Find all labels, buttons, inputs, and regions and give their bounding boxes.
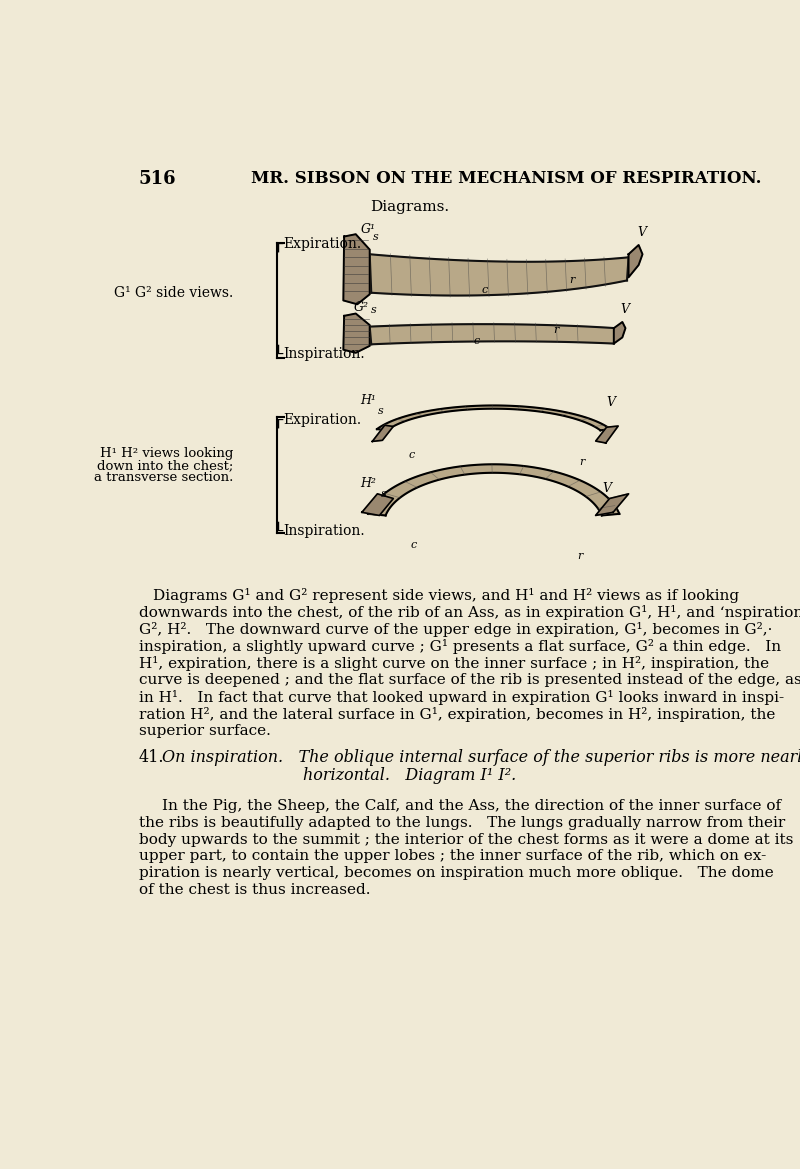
Polygon shape xyxy=(362,493,394,516)
Text: s: s xyxy=(373,233,378,242)
Polygon shape xyxy=(614,321,626,344)
Polygon shape xyxy=(343,234,370,304)
Text: a transverse section.: a transverse section. xyxy=(94,471,234,484)
Text: G¹: G¹ xyxy=(361,223,375,236)
Text: r: r xyxy=(554,325,558,334)
Text: down into the chest;: down into the chest; xyxy=(97,459,234,472)
Text: G², H².   The downward curve of the upper edge in expiration, G¹, becomes in G²,: G², H². The downward curve of the upper … xyxy=(138,622,772,637)
Polygon shape xyxy=(370,254,629,296)
Text: curve is deepened ; and the flat surface of the rib is presented instead of the : curve is deepened ; and the flat surface… xyxy=(138,673,800,687)
Text: Inspiration.: Inspiration. xyxy=(283,347,365,361)
Text: H²: H² xyxy=(361,477,376,490)
Polygon shape xyxy=(596,493,629,516)
Text: Expiration.: Expiration. xyxy=(283,413,361,427)
Text: G²: G² xyxy=(354,302,369,314)
Text: r: r xyxy=(579,457,585,468)
Text: the ribs is beautifully adapted to the lungs.   The lungs gradually narrow from : the ribs is beautifully adapted to the l… xyxy=(138,816,785,830)
Text: V: V xyxy=(638,226,647,238)
Text: MR. SIBSON ON THE MECHANISM OF RESPIRATION.: MR. SIBSON ON THE MECHANISM OF RESPIRATI… xyxy=(251,170,762,187)
Text: Expiration.: Expiration. xyxy=(283,237,361,251)
Polygon shape xyxy=(343,313,370,353)
Text: c: c xyxy=(482,285,487,295)
Text: V: V xyxy=(621,303,630,316)
Text: ration H², and the lateral surface in G¹, expiration, becomes in H², inspiration: ration H², and the lateral surface in G¹… xyxy=(138,707,775,722)
Text: 516: 516 xyxy=(138,170,176,187)
Text: c: c xyxy=(410,540,417,551)
Text: ┌: ┌ xyxy=(274,413,282,428)
Text: r: r xyxy=(577,551,582,561)
Text: c: c xyxy=(408,450,414,461)
Text: s: s xyxy=(381,489,387,499)
Text: of the chest is thus increased.: of the chest is thus increased. xyxy=(138,884,370,898)
Text: downwards into the chest, of the rib of an Ass, as in expiration G¹, H¹, and ʻns: downwards into the chest, of the rib of … xyxy=(138,606,800,621)
Text: horizontal.   Diagram I¹ I².: horizontal. Diagram I¹ I². xyxy=(303,767,517,784)
Text: V: V xyxy=(602,482,611,496)
Text: H¹, expiration, there is a slight curve on the inner surface ; in H², inspiratio: H¹, expiration, there is a slight curve … xyxy=(138,656,769,671)
Text: H¹ H² views looking: H¹ H² views looking xyxy=(100,447,234,459)
Polygon shape xyxy=(596,426,618,443)
Text: └: └ xyxy=(274,347,282,361)
Text: body upwards to the summit ; the interior of the chest forms as it were a dome a: body upwards to the summit ; the interio… xyxy=(138,832,793,846)
Text: └: └ xyxy=(274,524,282,539)
Polygon shape xyxy=(377,406,610,430)
Text: r: r xyxy=(569,275,574,285)
Polygon shape xyxy=(629,245,642,277)
Text: upper part, to contain the upper lobes ; the inner surface of the rib, which on : upper part, to contain the upper lobes ;… xyxy=(138,850,766,864)
Text: s: s xyxy=(378,407,384,416)
Text: In the Pig, the Sheep, the Calf, and the Ass, the direction of the inner surface: In the Pig, the Sheep, the Calf, and the… xyxy=(162,798,781,812)
Polygon shape xyxy=(372,426,394,442)
Text: On inspiration.   The oblique internal surface of the superior ribs is more near: On inspiration. The oblique internal sur… xyxy=(162,748,800,766)
Text: 41.: 41. xyxy=(138,748,164,766)
Text: superior surface.: superior surface. xyxy=(138,724,270,738)
Polygon shape xyxy=(368,464,619,516)
Text: ┌: ┌ xyxy=(274,237,282,253)
Text: in H¹.   In fact that curve that looked upward in expiration G¹ looks inward in : in H¹. In fact that curve that looked up… xyxy=(138,690,784,705)
Text: Inspiration.: Inspiration. xyxy=(283,524,365,538)
Text: inspiration, a slightly upward curve ; G¹ presents a flat surface, G² a thin edg: inspiration, a slightly upward curve ; G… xyxy=(138,639,781,655)
Text: piration is nearly vertical, becomes on inspiration much more oblique.   The dom: piration is nearly vertical, becomes on … xyxy=(138,866,774,880)
Text: Diagrams.: Diagrams. xyxy=(370,200,450,214)
Text: s: s xyxy=(371,305,377,314)
Text: Diagrams G¹ and G² represent side views, and H¹ and H² views as if looking: Diagrams G¹ and G² represent side views,… xyxy=(153,588,739,603)
Text: V: V xyxy=(606,396,616,409)
Text: G¹ G² side views.: G¹ G² side views. xyxy=(114,285,234,299)
Polygon shape xyxy=(370,324,615,345)
Text: H¹: H¹ xyxy=(361,394,376,407)
Text: c: c xyxy=(474,336,480,346)
